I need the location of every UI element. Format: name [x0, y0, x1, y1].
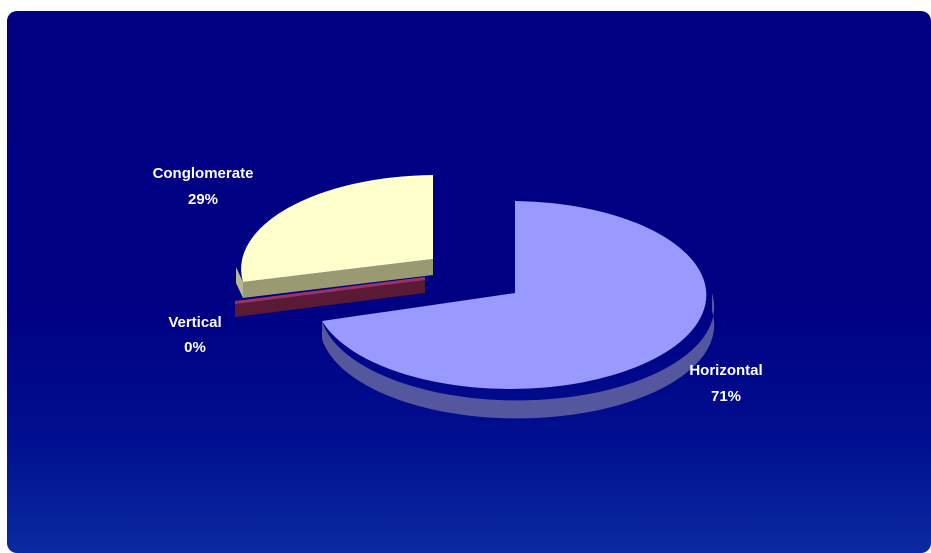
- label-horizontal-name: Horizontal: [689, 362, 762, 379]
- label-vertical-name: Vertical: [168, 314, 221, 331]
- slice-vertical[interactable]: [235, 277, 425, 317]
- slice-conglomerate-side: [243, 259, 433, 298]
- label-vertical-pct: 0%: [184, 339, 206, 356]
- slice-conglomerate-edge: [236, 267, 243, 298]
- slice-vertical-side: [235, 277, 425, 317]
- slice-horizontal-top: [322, 201, 707, 389]
- label-conglomerate-pct: 29%: [188, 191, 218, 208]
- slice-horizontal[interactable]: [322, 201, 715, 419]
- chart-area: Conglomerate 29% Vertical 0% Horizontal …: [7, 11, 931, 553]
- label-horizontal-pct: 71%: [711, 388, 741, 405]
- pie-chart: Conglomerate 29% Vertical 0% Horizontal …: [153, 165, 763, 419]
- slice-conglomerate-top: [241, 175, 433, 282]
- slice-conglomerate[interactable]: [236, 175, 433, 298]
- label-conglomerate-name: Conglomerate: [153, 165, 254, 182]
- slice-vertical-top: [235, 277, 425, 304]
